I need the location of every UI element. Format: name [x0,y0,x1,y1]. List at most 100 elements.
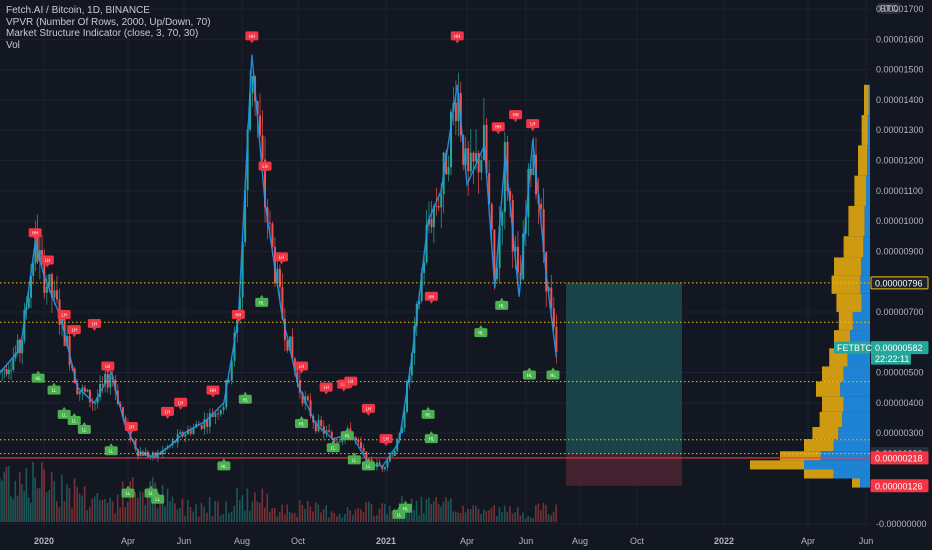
higher-high-marker[interactable]: LH [258,161,272,174]
lower-low-marker[interactable]: LL [57,406,71,419]
higher-high-marker[interactable]: LH [40,255,54,268]
candle-body [506,141,509,192]
lower-low-marker[interactable]: HL [546,367,560,380]
higher-high-marker[interactable]: LH [67,325,81,338]
lower-low-marker[interactable]: LL [121,485,135,498]
higher-high-marker[interactable]: LH [379,434,393,447]
marker-box [101,361,115,371]
volume-bar [176,509,179,522]
lower-low-marker[interactable]: LL [347,452,361,465]
volume-bar [276,516,279,522]
price-tag[interactable] [870,479,929,493]
higher-high-marker[interactable]: LH [295,361,309,374]
higher-high-marker[interactable]: HH [206,385,220,398]
volume-bar [88,506,91,522]
volume-bar [225,501,227,522]
lower-low-marker[interactable]: HL [340,428,354,441]
higher-high-marker[interactable]: LH [161,406,175,419]
lower-low-marker[interactable]: LL [67,412,81,425]
lower-low-marker[interactable]: HL [255,294,269,307]
higher-high-marker[interactable]: LH [526,119,540,132]
marker-box [151,494,165,504]
price-tick-label: 0.00000900 [876,246,924,256]
volume-bar [542,502,545,522]
position-stop-zone [566,453,682,486]
volume-profile-bar-up [838,427,870,440]
candle-body [203,419,206,429]
volume-bar [328,517,330,522]
lower-low-marker[interactable]: LL [47,382,61,395]
indicator-market-structure[interactable]: Market Structure Indicator (close, 3, 70… [6,28,199,39]
higher-high-marker[interactable]: LH [124,422,138,435]
higher-high-marker[interactable]: HH [450,31,464,44]
higher-high-marker[interactable]: LH [174,397,188,410]
lower-low-marker[interactable]: HL [31,370,45,383]
volume-bar [309,506,312,522]
lower-low-marker[interactable]: LL [361,458,375,471]
indicator-vpvr[interactable]: VPVR (Number Of Rows, 2000, Up/Down, 70) [6,16,211,28]
marker-pointer [165,415,170,419]
volume-bar [254,492,256,522]
lower-low-marker[interactable]: LL [326,440,340,453]
higher-high-marker[interactable]: LH [275,252,289,265]
lower-low-marker[interactable]: LL [151,491,165,504]
candle-body [401,427,404,434]
indicator-volume[interactable]: Vol [6,39,20,51]
marker-box [67,325,81,335]
volume-bar [156,508,159,522]
volume-bar [186,499,189,522]
candle-body [286,340,289,351]
volume-bar [291,513,293,522]
marker-label: HH [32,231,38,236]
higher-high-marker[interactable]: HH [424,291,438,304]
higher-high-marker[interactable]: HH [28,228,42,241]
candle-body [55,290,58,300]
higher-high-marker[interactable]: LH [319,382,333,395]
symbol-tag[interactable] [834,341,870,354]
price-tag[interactable] [870,276,929,290]
marker-pointer [478,325,483,329]
candle-body [360,442,363,449]
candle-body [12,358,15,370]
candle-body [99,383,102,398]
candle-body [21,340,24,354]
volume-bar [529,517,532,522]
marker-label: LH [92,322,97,327]
volume-bar [236,488,238,522]
candle-body [261,135,264,160]
higher-high-marker[interactable]: HH [245,31,259,44]
lower-low-marker[interactable]: LL [104,443,118,456]
volume-bar [452,511,455,522]
marker-pointer [352,452,357,456]
candle-body [96,397,99,404]
volume-bar [214,501,216,522]
lower-low-marker[interactable]: HL [398,500,412,513]
lower-low-marker[interactable]: HL [421,406,435,419]
marker-pointer [499,297,504,301]
lower-low-marker[interactable]: HL [424,431,438,444]
higher-high-marker[interactable]: LH [57,309,71,322]
volume-profile-bar-down [816,381,841,397]
higher-high-marker[interactable]: LH [344,376,358,389]
lower-low-marker[interactable]: LL [77,422,91,435]
lower-low-marker[interactable]: HL [495,297,509,310]
higher-high-marker[interactable]: HH [491,122,505,135]
higher-high-marker[interactable]: LH [361,403,375,416]
higher-high-marker[interactable]: HH [509,110,523,123]
countdown-label: 22:22:11 [875,354,909,364]
lower-low-marker[interactable]: HL [295,416,309,428]
candle-body [406,381,409,412]
lower-low-marker[interactable]: HL [474,325,488,338]
marker-box [231,309,245,319]
symbol-title[interactable]: Fetch.AI / Bitcoin, 1D, BINANCE [6,5,150,16]
higher-high-marker[interactable]: LH [101,361,115,374]
higher-high-marker[interactable]: HH [231,309,245,322]
volume-profile-bar-up [866,175,870,206]
lower-low-marker[interactable]: HL [217,458,231,471]
higher-high-marker[interactable]: LH [87,319,101,332]
lower-low-marker[interactable]: HL [238,391,252,404]
volume-bar [344,514,346,522]
lower-low-marker[interactable]: HL [522,367,536,380]
price-tag[interactable] [870,451,929,465]
